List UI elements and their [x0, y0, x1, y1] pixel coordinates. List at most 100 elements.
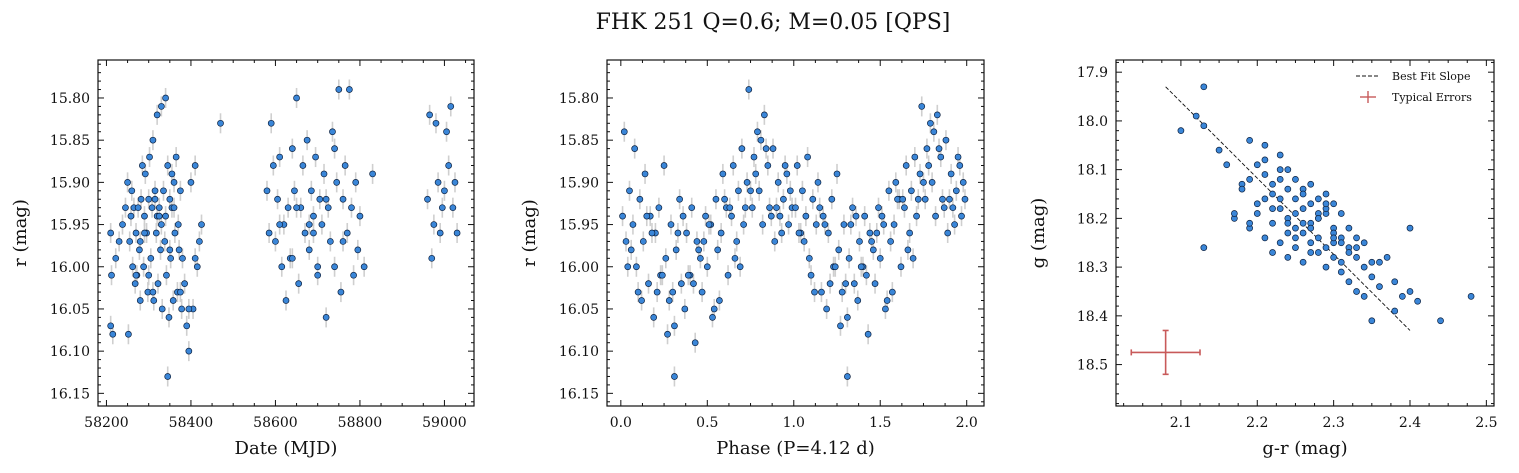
legend-entry-typical-errors: Typical Errors — [1392, 91, 1472, 104]
data-point-s1-1 — [793, 162, 801, 169]
data-point-s1-26 — [318, 221, 326, 228]
data-point-s0-27 — [688, 204, 696, 212]
data-point-s1-97 — [951, 221, 958, 228]
data-point-s1-99 — [844, 373, 851, 380]
data-point-s0-7 — [636, 195, 644, 203]
data-point-s1-41 — [897, 263, 905, 271]
data-point-s1-45 — [360, 263, 368, 271]
data-point-s0-72 — [690, 280, 697, 287]
data-point-s0-19 — [137, 195, 145, 203]
data-point-s1-70 — [842, 280, 850, 287]
data-point-s0-89 — [695, 246, 703, 254]
data-point-s0-43 — [1322, 190, 1330, 198]
x-axis-label: Date (MJD) — [235, 438, 338, 459]
data-point-s0-91 — [716, 297, 723, 304]
data-point-s0-56 — [177, 187, 184, 195]
data-point-s0-68 — [648, 229, 656, 237]
data-point-s0-25 — [683, 229, 690, 237]
data-point-s0-42 — [1322, 244, 1330, 251]
data-point-s0-64 — [191, 162, 199, 169]
data-point-s0-3 — [626, 187, 633, 195]
data-point-s1-41 — [350, 271, 357, 279]
data-point-s0-96 — [767, 212, 775, 220]
data-point-s0-40 — [160, 187, 167, 195]
data-point-s0-42 — [728, 212, 735, 220]
data-point-s0-97 — [1284, 219, 1292, 227]
data-point-s1-12 — [823, 305, 830, 313]
data-point-s0-87 — [1307, 224, 1315, 232]
data-point-s1-79 — [935, 145, 943, 152]
data-point-s1-20 — [305, 246, 313, 254]
data-point-s0-84 — [155, 212, 163, 220]
data-point-s0-58 — [1360, 263, 1368, 271]
data-point-s0-50 — [1337, 268, 1345, 276]
data-point-s0-23 — [141, 170, 149, 178]
data-point-s0-70 — [1414, 297, 1421, 305]
y-tick-label: 18.5 — [1077, 358, 1108, 374]
data-point-s0-93 — [1299, 190, 1307, 198]
data-point-s0-69 — [107, 322, 115, 330]
data-point-s2-6 — [436, 229, 444, 237]
data-point-s1-81 — [956, 162, 964, 169]
data-point-s0-6 — [634, 288, 642, 296]
data-point-s1-92 — [899, 195, 907, 203]
y-tick-label: 15.85 — [559, 133, 599, 149]
data-point-s1-52 — [305, 221, 313, 228]
data-point-s0-50 — [170, 179, 178, 186]
data-point-s2-4 — [432, 119, 440, 127]
data-point-s0-92 — [726, 204, 734, 212]
data-point-s1-21 — [845, 254, 853, 262]
data-point-s1-7 — [809, 195, 817, 203]
data-point-s0-55 — [1353, 254, 1360, 261]
data-point-s1-43 — [354, 246, 362, 254]
data-point-s1-48 — [916, 170, 924, 178]
data-point-s1-87 — [847, 221, 855, 228]
data-point-s0-18 — [1276, 205, 1284, 212]
data-point-s0-62 — [187, 179, 195, 186]
data-point-s0-54 — [174, 221, 182, 228]
data-point-s1-14 — [828, 195, 836, 203]
data-point-s1-84 — [816, 204, 824, 212]
data-point-s0-31 — [698, 288, 706, 296]
data-point-s1-21 — [307, 187, 315, 195]
y-tick-label: 18.3 — [1077, 260, 1108, 276]
data-point-s1-12 — [288, 145, 296, 152]
data-point-s1-19 — [840, 221, 848, 228]
data-point-s0-23 — [678, 280, 685, 287]
y-tick-label: 16.00 — [50, 260, 90, 276]
y-tick-label: 18.0 — [1077, 114, 1108, 130]
data-point-s0-52 — [754, 128, 761, 136]
data-point-s0-74 — [710, 305, 718, 313]
data-point-s0-67 — [198, 221, 205, 228]
data-point-s0-47 — [1330, 200, 1337, 208]
data-point-s0-85 — [151, 195, 159, 203]
data-point-s0-87 — [674, 229, 682, 237]
data-point-s0-56 — [1353, 288, 1360, 295]
data-point-s0-87 — [191, 254, 199, 262]
data-point-s0-35 — [1307, 180, 1315, 188]
data-point-s0-69 — [658, 271, 666, 279]
data-point-s0-47 — [167, 254, 175, 262]
data-point-s0-5 — [631, 145, 639, 152]
data-point-s0-34 — [1307, 239, 1315, 247]
data-point-s1-42 — [352, 179, 360, 186]
data-point-s0-6 — [122, 204, 129, 212]
figure-title: FHK 251 Q=0.6; M=0.05 [QPS] — [595, 10, 951, 35]
data-point-s0-58 — [179, 254, 186, 262]
data-point-s0-14 — [1269, 190, 1276, 198]
data-point-s1-20 — [844, 314, 851, 321]
data-point-s0-16 — [134, 204, 142, 212]
data-point-s1-91 — [888, 288, 896, 296]
data-point-s1-32 — [331, 263, 338, 271]
data-point-s1-46 — [369, 170, 376, 178]
data-point-s2-0 — [424, 195, 431, 203]
data-point-s1-63 — [954, 153, 962, 161]
data-point-s1-18 — [301, 229, 309, 237]
data-point-s1-23 — [312, 153, 319, 161]
data-point-s0-79 — [762, 145, 770, 152]
data-point-s0-51 — [171, 229, 179, 237]
data-point-s2-14 — [453, 229, 461, 237]
data-point-s0-75 — [177, 288, 184, 296]
data-point-s1-78 — [925, 162, 933, 169]
